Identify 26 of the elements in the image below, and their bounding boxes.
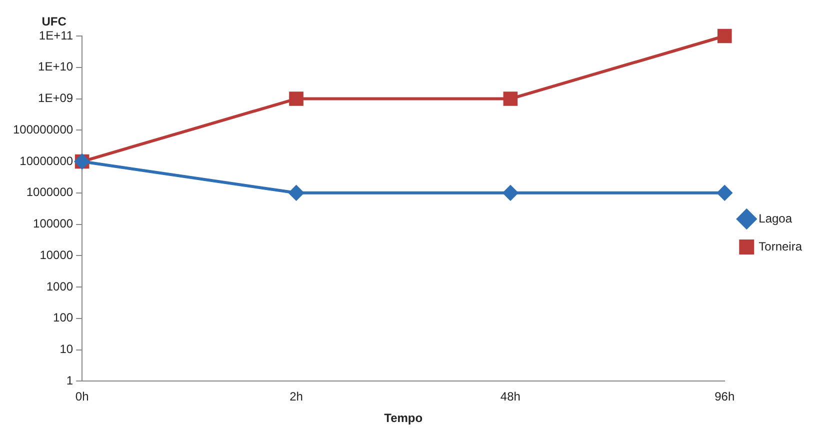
y-tick-label: 1E+11 — [38, 28, 74, 42]
y-tick-label: 1E+10 — [38, 60, 74, 74]
y-tick-label: 10000000 — [20, 154, 74, 168]
legend-label: Lagoa — [758, 211, 792, 226]
point — [717, 28, 732, 44]
x-tick-label: 0h — [75, 390, 89, 404]
x-tick-label: 2h — [290, 390, 303, 404]
x-tick-label: 96h — [714, 390, 735, 404]
y-tick-label: 1E+09 — [38, 91, 74, 106]
point — [288, 185, 304, 200]
y-axis-title: UFC — [42, 14, 67, 28]
point — [503, 92, 518, 106]
point — [717, 185, 732, 200]
y-tick-label: 10000 — [40, 248, 74, 262]
y-tick-label: 100000 — [33, 216, 74, 231]
x-tick-label: 48h — [500, 390, 520, 404]
y-tick-label: 1 — [66, 374, 74, 388]
y-tick-label: 1000 — [46, 279, 74, 294]
y-tick-label: 10 — [60, 342, 74, 356]
point — [289, 92, 304, 106]
y-tick-label: 100 — [53, 310, 74, 325]
y-tick-label: 1000000 — [26, 185, 74, 200]
y-tick-label: 100000000 — [12, 122, 74, 136]
x-axis-title: Tempo — [384, 411, 423, 426]
legend-label: Torneira — [758, 239, 802, 254]
point — [502, 185, 518, 200]
